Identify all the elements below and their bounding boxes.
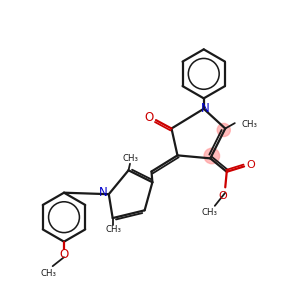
Text: CH₃: CH₃ — [123, 154, 139, 164]
Text: O: O — [59, 248, 69, 261]
Text: N: N — [99, 186, 108, 199]
Text: O: O — [246, 160, 255, 170]
Circle shape — [204, 148, 220, 164]
Text: O: O — [218, 191, 227, 201]
Text: CH₃: CH₃ — [201, 208, 218, 217]
Text: CH₃: CH₃ — [105, 225, 121, 234]
Circle shape — [217, 123, 230, 136]
Text: N: N — [201, 102, 209, 115]
Text: O: O — [145, 111, 154, 124]
Text: CH₃: CH₃ — [242, 120, 258, 129]
Text: CH₃: CH₃ — [40, 268, 56, 278]
